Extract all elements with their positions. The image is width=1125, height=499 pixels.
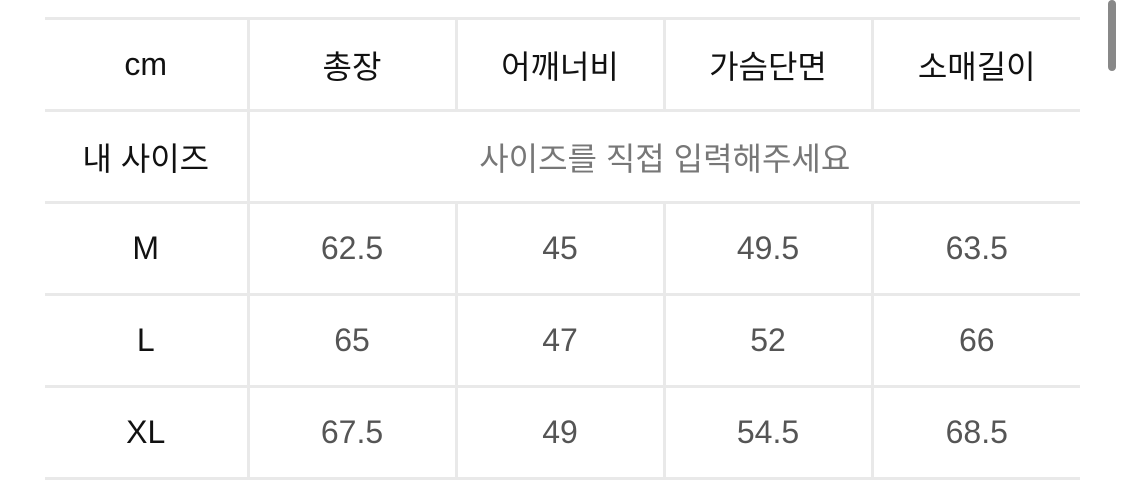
table-row: L 65 47 52 66: [45, 293, 1080, 388]
my-size-label: 내 사이즈: [45, 109, 250, 204]
table-cell: 52: [662, 293, 874, 388]
size-label: M: [45, 201, 250, 296]
table-cell: 47: [454, 293, 666, 388]
table-row: XL 67.5 49 54.5 68.5: [45, 385, 1080, 480]
table-cell: 67.5: [246, 385, 458, 480]
header-sleeve-length: 소매길이: [870, 17, 1080, 112]
header-total-length: 총장: [246, 17, 458, 112]
size-chart-table: cm 총장 어깨너비 가슴단면 소매길이 내 사이즈 사이즈를 직접 입력해주세…: [45, 17, 1080, 480]
scrollbar[interactable]: [1108, 0, 1116, 71]
size-label: L: [45, 293, 250, 388]
table-cell: 49: [454, 385, 666, 480]
my-size-input[interactable]: 사이즈를 직접 입력해주세요: [246, 109, 1080, 204]
table-row: M 62.5 45 49.5 63.5: [45, 201, 1080, 296]
header-chest-width: 가슴단면: [662, 17, 874, 112]
table-cell: 54.5: [662, 385, 874, 480]
size-label: XL: [45, 385, 250, 480]
table-cell: 49.5: [662, 201, 874, 296]
table-cell: 66: [870, 293, 1080, 388]
unit-label: cm: [45, 17, 250, 112]
table-cell: 68.5: [870, 385, 1080, 480]
table-cell: 65: [246, 293, 458, 388]
header-row: cm 총장 어깨너비 가슴단면 소매길이: [45, 17, 1080, 112]
table-cell: 45: [454, 201, 666, 296]
table-cell: 62.5: [246, 201, 458, 296]
my-size-row: 내 사이즈 사이즈를 직접 입력해주세요: [45, 109, 1080, 204]
header-shoulder-width: 어깨너비: [454, 17, 666, 112]
table-cell: 63.5: [870, 201, 1080, 296]
